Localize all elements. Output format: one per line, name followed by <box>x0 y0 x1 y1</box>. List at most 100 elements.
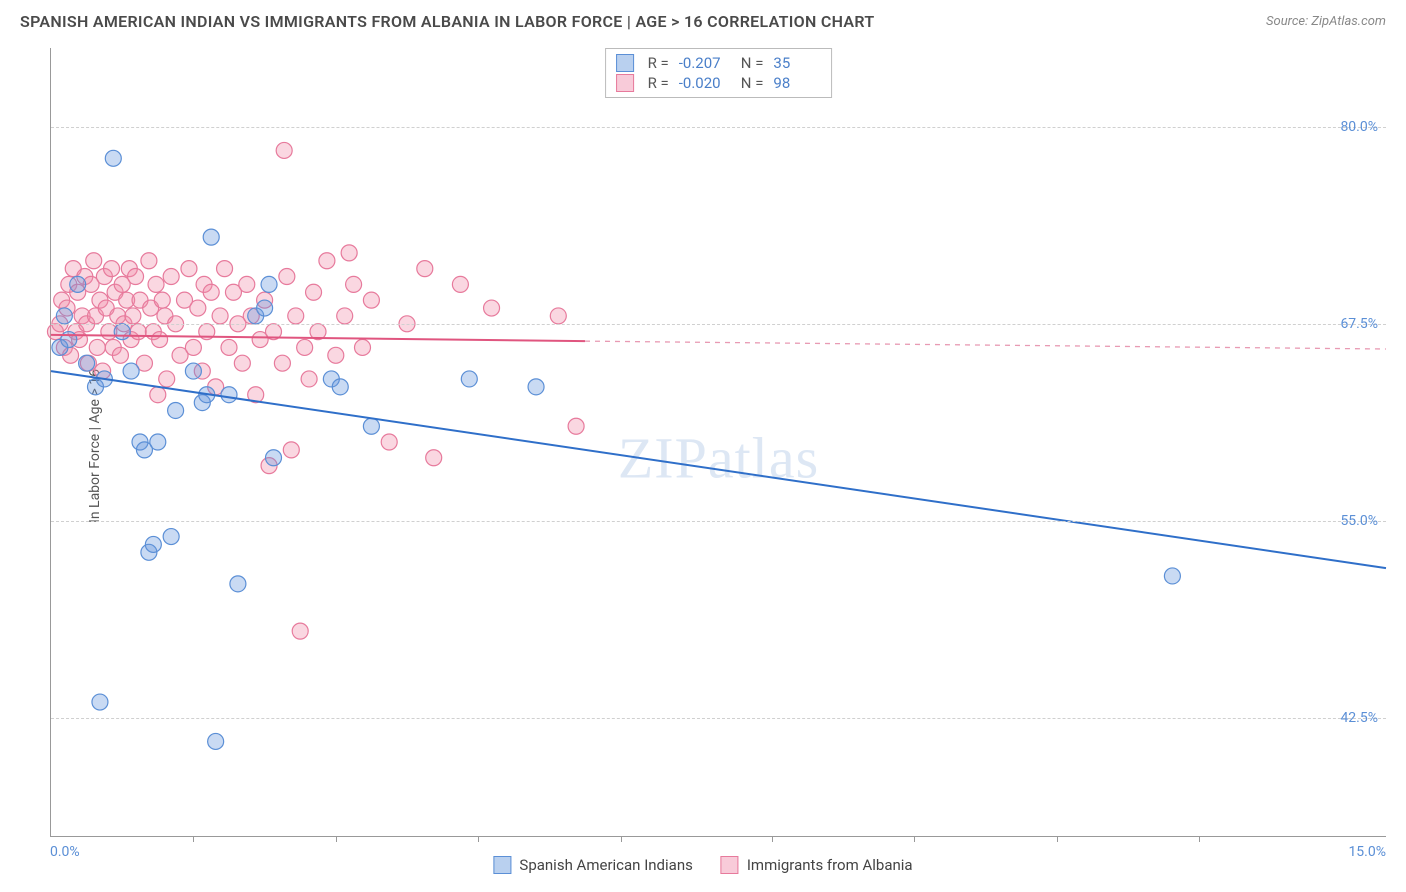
scatter-point-blue <box>266 450 282 466</box>
scatter-point-blue <box>185 363 201 379</box>
scatter-point-pink <box>128 269 144 285</box>
scatter-point-blue <box>528 379 544 395</box>
n-label: N = <box>741 74 764 92</box>
scatter-point-pink <box>163 269 179 285</box>
scatter-point-pink <box>234 355 250 371</box>
scatter-point-pink <box>283 442 299 458</box>
scatter-point-pink <box>112 347 128 363</box>
scatter-point-blue <box>145 536 161 552</box>
x-tick <box>193 836 194 842</box>
scatter-point-blue <box>92 694 108 710</box>
scatter-point-pink <box>297 339 313 355</box>
scatter-point-pink <box>86 253 102 269</box>
x-tick <box>621 836 622 842</box>
scatter-point-pink <box>301 371 317 387</box>
scatter-point-pink <box>221 339 237 355</box>
scatter-point-pink <box>363 292 379 308</box>
x-tick <box>1199 836 1200 842</box>
gridline-h <box>51 521 1386 522</box>
n-label: N = <box>741 54 764 72</box>
r-label: R = <box>648 74 669 92</box>
swatch-pink-icon <box>616 74 634 92</box>
swatch-pink-icon <box>721 856 739 874</box>
gridline-h <box>51 718 1386 719</box>
x-tick <box>772 836 773 842</box>
legend-item-pink: Immigrants from Albania <box>721 856 913 874</box>
scatter-point-pink <box>426 450 442 466</box>
scatter-point-pink <box>319 253 335 269</box>
scatter-point-blue <box>168 402 184 418</box>
y-tick-label: 42.5% <box>1340 710 1378 726</box>
chart-title: SPANISH AMERICAN INDIAN VS IMMIGRANTS FR… <box>20 12 874 31</box>
scatter-point-blue <box>363 418 379 434</box>
scatter-point-pink <box>203 284 219 300</box>
scatter-point-pink <box>355 339 371 355</box>
r-label: R = <box>648 54 669 72</box>
scatter-point-blue <box>257 300 273 316</box>
scatter-point-blue <box>332 379 348 395</box>
scatter-point-pink <box>306 284 322 300</box>
scatter-point-pink <box>288 308 304 324</box>
scatter-point-pink <box>150 387 166 403</box>
scatter-point-pink <box>417 261 433 277</box>
scatter-point-pink <box>337 308 353 324</box>
scatter-point-pink <box>341 245 357 261</box>
scatter-point-pink <box>89 339 105 355</box>
scatter-point-pink <box>452 276 468 292</box>
scatter-point-pink <box>125 308 141 324</box>
y-tick-label: 80.0% <box>1340 119 1378 135</box>
scatter-point-pink <box>279 269 295 285</box>
scatter-point-pink <box>185 339 201 355</box>
scatter-point-pink <box>381 434 397 450</box>
scatter-point-blue <box>56 308 72 324</box>
scatter-point-pink <box>159 371 175 387</box>
chart-source: Source: ZipAtlas.com <box>1266 14 1386 29</box>
chart-header: SPANISH AMERICAN INDIAN VS IMMIGRANTS FR… <box>0 0 1406 39</box>
legend-stats: R = -0.207 N = 35 R = -0.020 N = 98 <box>605 48 833 98</box>
trendline-blue <box>51 371 1386 568</box>
scatter-point-pink <box>104 261 120 277</box>
scatter-point-pink <box>190 300 206 316</box>
scatter-point-blue <box>105 150 121 166</box>
x-tick <box>336 836 337 842</box>
x-tick <box>1057 836 1058 842</box>
scatter-point-pink <box>212 308 228 324</box>
x-axis-min-label: 0.0% <box>50 844 80 860</box>
legend-stats-row-blue: R = -0.207 N = 35 <box>616 53 822 73</box>
scatter-point-pink <box>346 276 362 292</box>
scatter-point-pink <box>154 292 170 308</box>
scatter-point-blue <box>461 371 477 387</box>
scatter-point-pink <box>152 332 168 348</box>
scatter-point-pink <box>484 300 500 316</box>
legend-label: Immigrants from Albania <box>747 856 913 874</box>
scatter-point-blue <box>70 276 86 292</box>
x-axis-max-label: 15.0% <box>1348 844 1386 860</box>
gridline-h <box>51 127 1386 128</box>
scatter-point-blue <box>150 434 166 450</box>
r-value: -0.207 <box>679 54 727 72</box>
scatter-point-blue <box>208 733 224 749</box>
scatter-point-pink <box>276 142 292 158</box>
scatter-point-pink <box>568 418 584 434</box>
scatter-point-pink <box>550 308 566 324</box>
scatter-point-blue <box>61 332 77 348</box>
gridline-h <box>51 324 1386 325</box>
scatter-point-pink <box>181 261 197 277</box>
swatch-blue-icon <box>616 54 634 72</box>
scatter-point-blue <box>1164 568 1180 584</box>
scatter-point-blue <box>123 363 139 379</box>
trendline-pink-dash <box>585 341 1386 349</box>
scatter-point-blue <box>221 387 237 403</box>
x-tick <box>914 836 915 842</box>
scatter-point-pink <box>239 276 255 292</box>
legend-series: Spanish American Indians Immigrants from… <box>493 856 912 874</box>
scatter-point-pink <box>292 623 308 639</box>
scatter-point-blue <box>163 529 179 545</box>
scatter-point-pink <box>141 253 157 269</box>
scatter-point-pink <box>274 355 290 371</box>
scatter-point-blue <box>79 355 95 371</box>
swatch-blue-icon <box>493 856 511 874</box>
n-value: 35 <box>773 54 821 72</box>
scatter-point-pink <box>217 261 233 277</box>
r-value: -0.020 <box>679 74 727 92</box>
